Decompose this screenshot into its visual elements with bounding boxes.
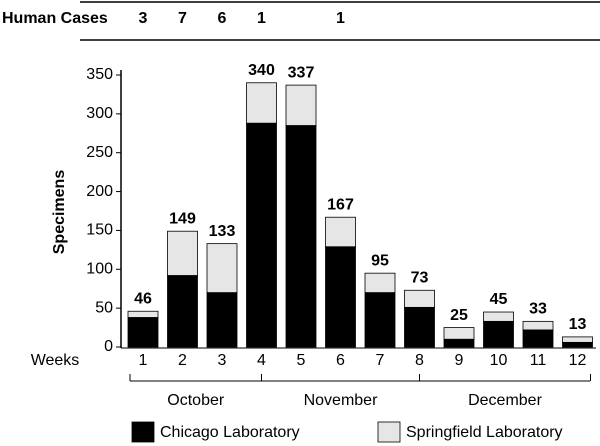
- bar-segment: [522, 329, 554, 348]
- x-tick-label: 8: [415, 352, 424, 369]
- human-cases-value: 1: [336, 10, 345, 27]
- legend-swatch: [377, 421, 401, 443]
- y-tick-label: 350: [86, 66, 113, 83]
- bar-segment: [285, 125, 317, 348]
- month-label: November: [304, 392, 378, 409]
- total-label: 73: [411, 269, 429, 286]
- bar-segment: [325, 246, 356, 348]
- total-label: 149: [169, 210, 196, 227]
- y-tick-label: 100: [86, 261, 113, 278]
- bar-segment: [206, 292, 238, 348]
- human-cases-value: 7: [178, 10, 187, 27]
- total-label: 133: [209, 223, 236, 240]
- bar-segment: [127, 317, 159, 348]
- x-tick-label: 9: [455, 352, 464, 369]
- x-tick-label: 3: [218, 352, 227, 369]
- bar-segment: [246, 122, 277, 348]
- total-label: 337: [288, 64, 315, 81]
- bar-segment: [562, 336, 593, 343]
- total-label: 33: [529, 301, 547, 318]
- total-label: 340: [248, 62, 275, 79]
- total-label: 46: [134, 290, 152, 307]
- total-label: 167: [327, 196, 354, 213]
- y-tick-label: 50: [95, 299, 113, 316]
- bar-segment: [443, 327, 475, 340]
- month-label: December: [468, 392, 542, 409]
- y-tick-label: 150: [86, 222, 113, 239]
- bar-segment: [285, 84, 317, 126]
- month-label: October: [167, 392, 225, 409]
- total-label: 95: [371, 252, 389, 269]
- legend-label: Springfield Laboratory: [406, 424, 563, 441]
- bar-segment: [404, 289, 435, 308]
- human-cases-value: 3: [139, 10, 148, 27]
- x-tick-label: 1: [139, 352, 148, 369]
- human-cases-label: Human Cases: [2, 10, 108, 27]
- x-tick-label: 4: [257, 352, 266, 369]
- legend-swatch: [131, 421, 155, 443]
- legend-label: Chicago Laboratory: [160, 424, 300, 441]
- total-label: 25: [450, 307, 468, 324]
- bar-segment: [167, 275, 198, 348]
- y-axis-label: Specimens: [51, 170, 68, 255]
- bar-segment: [246, 82, 277, 124]
- y-tick-label: 200: [86, 183, 113, 200]
- bar-segment: [522, 320, 554, 331]
- human-cases-value: 1: [257, 10, 266, 27]
- human-cases-value: 6: [218, 10, 227, 27]
- total-label: 13: [569, 316, 587, 333]
- x-tick-label: 5: [297, 352, 306, 369]
- bar-segment: [364, 292, 396, 348]
- x-tick-label: 7: [376, 352, 385, 369]
- bar-segment: [206, 243, 238, 293]
- bar-segment: [483, 311, 514, 322]
- x-tick-label: 10: [490, 352, 508, 369]
- total-label: 45: [490, 291, 508, 308]
- bar-segment: [483, 320, 514, 348]
- y-tick-label: 250: [86, 144, 113, 161]
- bar-segment: [443, 338, 475, 348]
- x-tick-label: 11: [530, 352, 547, 369]
- y-tick-label: 300: [86, 105, 113, 122]
- bar-segment: [127, 310, 159, 318]
- bar-segment: [562, 341, 593, 348]
- y-tick-label: 0: [104, 338, 113, 355]
- bar-segment: [404, 306, 435, 348]
- x-tick-label: 12: [569, 352, 587, 369]
- bar-segment: [167, 230, 198, 276]
- bar-segment: [364, 272, 396, 293]
- x-axis-label: Weeks: [31, 352, 80, 369]
- x-tick-label: 2: [178, 352, 187, 369]
- x-tick-label: 6: [336, 352, 345, 369]
- bar-segment: [325, 216, 356, 248]
